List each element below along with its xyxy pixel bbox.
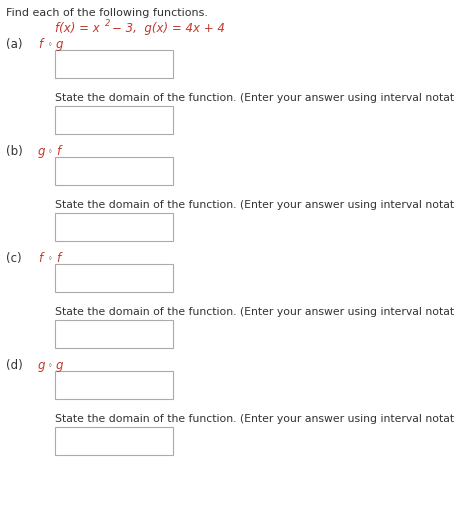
- Bar: [55, 320, 173, 348]
- Bar: [55, 264, 173, 292]
- Text: State the domain of the function. (Enter your answer using interval notation.): State the domain of the function. (Enter…: [55, 414, 454, 424]
- Text: (d): (d): [6, 359, 23, 372]
- Text: g: g: [56, 359, 64, 372]
- Text: (a): (a): [6, 38, 23, 51]
- Text: g: g: [56, 38, 64, 51]
- Bar: [55, 427, 173, 455]
- Text: − 3,  g(x) = 4x + 4: − 3, g(x) = 4x + 4: [112, 22, 225, 35]
- Text: g: g: [38, 359, 45, 372]
- Bar: [55, 106, 173, 134]
- Text: g: g: [38, 145, 45, 158]
- Bar: [55, 50, 173, 78]
- Text: ◦: ◦: [48, 361, 53, 370]
- Text: f: f: [56, 252, 60, 265]
- Text: f: f: [56, 145, 60, 158]
- Text: State the domain of the function. (Enter your answer using interval notation.): State the domain of the function. (Enter…: [55, 200, 454, 210]
- Text: 2: 2: [105, 19, 110, 28]
- Text: State the domain of the function. (Enter your answer using interval notation.): State the domain of the function. (Enter…: [55, 93, 454, 103]
- Text: Find each of the following functions.: Find each of the following functions.: [6, 8, 208, 18]
- Text: f: f: [38, 38, 42, 51]
- Bar: [55, 157, 173, 185]
- Text: f: f: [38, 252, 42, 265]
- Text: ◦: ◦: [48, 254, 53, 263]
- Text: State the domain of the function. (Enter your answer using interval notation.): State the domain of the function. (Enter…: [55, 307, 454, 317]
- Text: ◦: ◦: [48, 40, 53, 49]
- Text: (b): (b): [6, 145, 23, 158]
- Bar: [55, 371, 173, 399]
- Text: ◦: ◦: [48, 147, 53, 156]
- Text: (c): (c): [6, 252, 22, 265]
- Bar: [55, 213, 173, 241]
- Text: f(x) = x: f(x) = x: [55, 22, 100, 35]
